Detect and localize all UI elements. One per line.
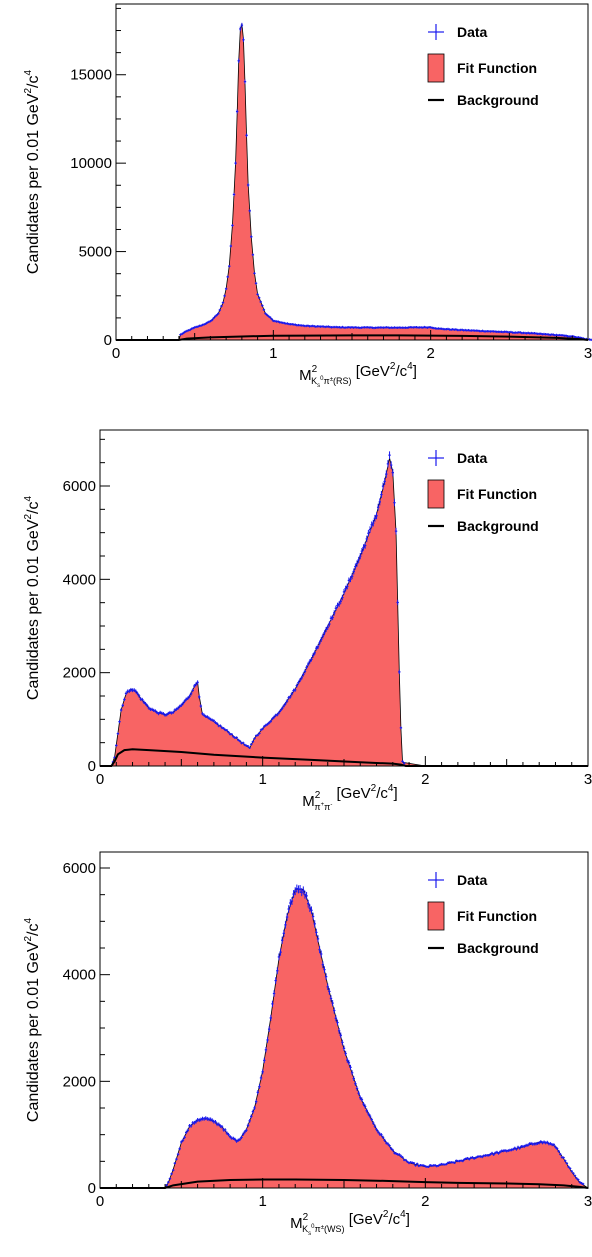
y-tick-label: 2000 (63, 1073, 96, 1090)
legend: Data Fit Function Background (427, 24, 539, 108)
x-tick-label: 2 (426, 345, 434, 362)
y-tick-label: 6000 (63, 860, 96, 877)
legend-fit-label: Fit Function (457, 60, 537, 76)
x-axis-label: M2 Ks0π±(RS) [GeV2/c4] (299, 361, 417, 389)
y-tick-label: 2000 (63, 665, 96, 682)
x-tick-label: 1 (258, 1193, 266, 1210)
data-points (165, 884, 585, 1187)
legend-data-label: Data (457, 872, 488, 888)
legend-fit-swatch (427, 901, 445, 931)
y-axis-label: Candidates per 0.01 GeV2/c4 (23, 69, 42, 274)
data-points (111, 451, 406, 765)
legend-background-label: Background (457, 518, 539, 534)
data-points (179, 22, 592, 342)
plot-frame (115, 3, 589, 341)
chart-panel-3: 0 1 2 3 0 2000 4000 6000 Candidates per 0.01 GeV… (23, 851, 592, 1237)
x-tick-label: 3 (584, 345, 592, 362)
y-tick-label: 5000 (79, 244, 112, 261)
y-tick-label: 0 (104, 332, 112, 349)
y-tick-label: 0 (88, 758, 96, 775)
fit-function-area (100, 457, 588, 767)
background-curve (100, 1178, 589, 1189)
y-tick-label: 0 (88, 1180, 96, 1197)
x-tick-label: 3 (584, 1193, 592, 1210)
y-tick-label: 4000 (63, 571, 96, 588)
legend-data-label: Data (457, 450, 488, 466)
chart-panel-2: 0 1 2 3 0 2000 4000 6000 Candidates per 0.01 GeV… (23, 429, 592, 812)
y-tick-label: 4000 (63, 967, 96, 984)
y-axis-label: Candidates per 0.01 GeV2/c4 (23, 917, 42, 1122)
background-curve (100, 748, 588, 767)
y-tick-label: 6000 (63, 478, 96, 495)
y-tick-label: 15000 (70, 67, 112, 84)
legend-background-label: Background (457, 92, 539, 108)
legend-background-label: Background (457, 940, 539, 956)
y-axis-label: Candidates per 0.01 GeV2/c4 (23, 495, 42, 700)
x-axis-label: M2 Ks0π±(WS) [GeV2/c4] (290, 1209, 410, 1237)
x-tick-label: 0 (96, 771, 104, 788)
legend: Data Fit Function Background (427, 450, 539, 534)
x-tick-label: 2 (421, 1193, 429, 1210)
fit-function-area (100, 888, 590, 1189)
y-tick-label: 10000 (70, 155, 112, 172)
x-tick-label: 3 (584, 771, 592, 788)
x-tick-label: 2 (421, 771, 429, 788)
x-tick-label: 0 (96, 1193, 104, 1210)
x-tick-label: 1 (269, 345, 277, 362)
x-tick-label: 0 (112, 345, 120, 362)
legend-fit-label: Fit Function (457, 486, 537, 502)
legend: Data Fit Function Background (427, 872, 539, 956)
x-tick-label: 1 (258, 771, 266, 788)
legend-data-label: Data (457, 24, 488, 40)
legend-fit-swatch (427, 53, 445, 83)
legend-fit-label: Fit Function (457, 908, 537, 924)
x-axis-label: M2 π+π- [GeV2/c4] (302, 783, 397, 812)
chart-panel-1: 0 1 2 3 0 5000 10000 15000 Candidates per 0.01 G… (23, 3, 592, 389)
legend-fit-swatch (427, 479, 445, 509)
